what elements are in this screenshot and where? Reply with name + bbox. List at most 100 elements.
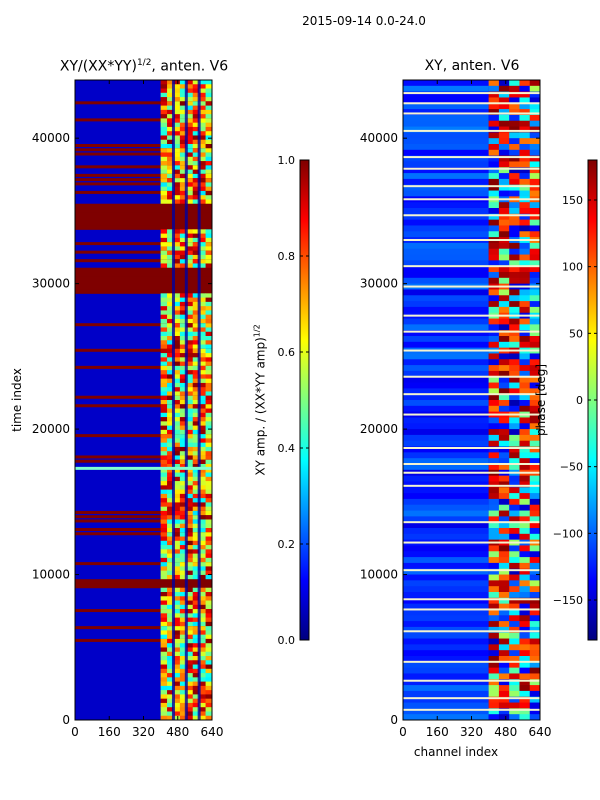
- left-heatmap-cell: [160, 421, 168, 426]
- left-heatmap-cell: [179, 97, 187, 102]
- right-heatmap-cell: [498, 248, 510, 255]
- right-heatmap-cell: [519, 557, 531, 564]
- left-heatmap-cell: [167, 246, 174, 252]
- right-heatmap-cell: [529, 97, 541, 104]
- left-heatmap-cell: [160, 626, 168, 631]
- right-heatmap-cell: [529, 417, 541, 424]
- right-heatmap-cell: [498, 557, 510, 564]
- right-heatmap-cell: [488, 336, 500, 343]
- left-heatmap-cell: [199, 173, 206, 179]
- left-heatmap-cell: [186, 135, 194, 141]
- left-heatmap-cell: [173, 246, 181, 252]
- left-heatmap-cell: [173, 506, 181, 512]
- left-colorbar-tick-label: 0.6: [278, 346, 296, 359]
- left-heatmap-row-stripe: [75, 459, 212, 463]
- left-heatmap-cell: [160, 139, 168, 145]
- right-heatmap-cell: [509, 504, 520, 511]
- left-heatmap-saturated-row: [75, 284, 212, 290]
- right-heatmap-row: [403, 254, 489, 261]
- right-heatmap-cell: [509, 440, 520, 447]
- left-heatmap-cell: [186, 331, 194, 337]
- right-heatmap-cell: [529, 394, 541, 401]
- left-heatmap-cell: [173, 643, 181, 648]
- right-heatmap-cell: [509, 487, 520, 494]
- right-heatmap-cell: [498, 161, 510, 168]
- left-heatmap-row-stripe: [75, 404, 212, 408]
- left-heatmap-cell: [192, 570, 200, 576]
- right-heatmap-row: [403, 522, 489, 529]
- left-heatmap-cell: [167, 476, 174, 482]
- left-heatmap-cell: [205, 186, 213, 192]
- left-heatmap-cell: [205, 331, 213, 337]
- right-heatmap-cell: [509, 644, 520, 651]
- left-heatmap-cell: [205, 634, 213, 640]
- left-heatmap-cell: [205, 613, 213, 618]
- right-heatmap-cell: [529, 714, 541, 721]
- left-heatmap-cell: [160, 323, 168, 328]
- right-heatmap-cell: [509, 289, 520, 296]
- right-heatmap-cell: [488, 702, 500, 709]
- left-heatmap-cell: [192, 587, 200, 593]
- left-heatmap-cell: [192, 489, 200, 495]
- left-heatmap-cell: [179, 237, 187, 243]
- left-heatmap-cell: [179, 365, 187, 371]
- right-heatmap-cell: [488, 173, 500, 180]
- left-heatmap-row-stripe: [75, 609, 212, 613]
- right-heatmap-row: [403, 580, 489, 587]
- left-heatmap-cell: [192, 493, 200, 499]
- left-heatmap-cell: [192, 442, 200, 448]
- left-heatmap-cell: [167, 348, 174, 354]
- right-heatmap-cell: [509, 434, 520, 442]
- left-heatmap-cell: [186, 293, 194, 298]
- right-heatmap-cell: [498, 446, 510, 453]
- right-heatmap-row: [403, 301, 489, 308]
- right-heatmap-cell: [488, 103, 500, 110]
- left-heatmap-cell: [192, 532, 200, 537]
- right-heatmap-row: [403, 475, 489, 482]
- right-heatmap-cell: [488, 266, 500, 273]
- left-heatmap-cell: [192, 250, 200, 256]
- left-heatmap-cell: [192, 327, 200, 333]
- right-colorbar-tick-label: −50: [560, 461, 583, 474]
- left-heatmap-cell: [192, 408, 200, 414]
- left-heatmap-cell: [173, 698, 181, 704]
- left-heatmap-cell: [179, 131, 187, 136]
- right-heatmap-cell: [498, 353, 510, 360]
- left-heatmap-cell: [205, 481, 213, 486]
- right-heatmap-cell: [488, 248, 500, 255]
- right-heatmap-cell: [488, 295, 500, 302]
- left-heatmap-cell: [167, 378, 174, 384]
- right-heatmap-cell: [498, 481, 510, 488]
- right-heatmap-cell: [529, 109, 541, 116]
- left-heatmap-cell: [205, 318, 213, 324]
- right-heatmap-cell: [519, 272, 531, 279]
- left-heatmap-cell: [179, 327, 187, 333]
- right-heatmap-cell: [529, 138, 541, 145]
- right-heatmap-cell: [529, 231, 541, 238]
- left-heatmap-cell: [167, 715, 174, 721]
- right-heatmap-cell: [498, 394, 510, 401]
- right-heatmap-cell: [529, 609, 541, 616]
- left-heatmap-cell: [179, 673, 187, 678]
- left-heatmap-cell: [173, 327, 181, 333]
- left-heatmap-cell: [173, 297, 181, 303]
- right-heatmap-cell: [498, 208, 510, 215]
- right-heatmap-cell: [509, 155, 520, 162]
- left-heatmap-cell: [179, 353, 187, 358]
- right-heatmap-row: [403, 679, 489, 686]
- left-heatmap-cell: [173, 318, 181, 324]
- left-heatmap-cell: [199, 417, 206, 422]
- left-heatmap-cell: [167, 169, 174, 175]
- left-heatmap-cell: [173, 165, 181, 170]
- left-heatmap-cell: [186, 327, 194, 333]
- left-heatmap-cell: [179, 519, 187, 525]
- left-heatmap-cell: [179, 344, 187, 350]
- left-heatmap-cell: [160, 105, 168, 111]
- right-heatmap-cell: [509, 353, 520, 360]
- right-heatmap-white-line: [403, 102, 540, 105]
- left-heatmap-cell: [192, 404, 200, 409]
- left-heatmap-cell: [186, 190, 194, 196]
- left-heatmap-cell: [167, 105, 174, 111]
- right-heatmap-cell: [529, 498, 541, 506]
